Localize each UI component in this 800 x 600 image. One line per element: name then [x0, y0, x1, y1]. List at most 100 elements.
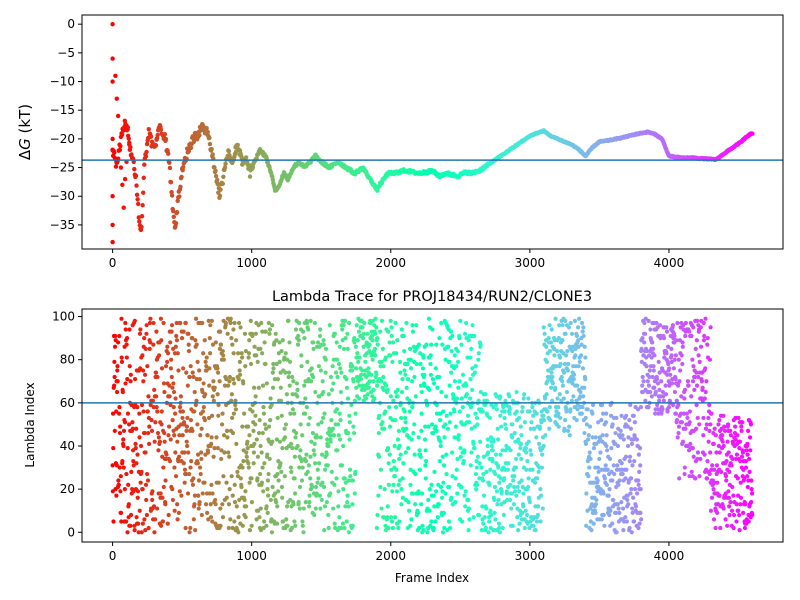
lambda-point — [171, 381, 176, 386]
lambda-point — [115, 364, 120, 369]
lambda-point — [192, 493, 198, 498]
lambda-point — [663, 383, 668, 388]
lambda-point — [268, 497, 273, 503]
lambda-point — [669, 359, 674, 364]
lambda-point — [340, 327, 345, 332]
delta-g-point — [126, 136, 131, 141]
lambda-point — [218, 523, 223, 528]
lambda-point — [493, 517, 498, 522]
lambda-point — [747, 435, 753, 440]
lambda-point — [401, 333, 406, 339]
lambda-point — [394, 467, 399, 472]
lambda-point — [381, 364, 386, 369]
lambda-point — [173, 411, 178, 416]
lambda-point — [404, 385, 409, 390]
lambda-point — [513, 465, 518, 470]
lambda-point — [607, 456, 613, 462]
lambda-point — [527, 409, 532, 414]
lambda-point — [165, 521, 170, 526]
lambda-point — [629, 441, 635, 446]
lambda-point — [464, 383, 469, 388]
lambda-point — [574, 398, 579, 403]
lambda-point — [597, 456, 602, 462]
lambda-point — [674, 338, 679, 343]
lambda-point — [427, 387, 432, 393]
lambda-point — [128, 379, 133, 384]
lambda-point — [385, 515, 390, 520]
lambda-point — [386, 525, 391, 531]
lambda-point — [311, 374, 316, 380]
lambda-point — [150, 489, 155, 494]
lambda-point — [455, 348, 460, 354]
lambda-point — [494, 394, 499, 399]
lambda-point — [733, 437, 738, 442]
lambda-point — [238, 372, 243, 377]
lambda-point — [749, 499, 754, 505]
lambda-point — [474, 415, 480, 421]
lambda-point — [353, 411, 358, 416]
lambda-point — [143, 482, 149, 487]
lambda-point — [694, 370, 699, 375]
delta-g-point — [112, 150, 117, 155]
lambda-point — [357, 396, 362, 401]
lambda-point — [544, 392, 549, 397]
lambda-point — [400, 377, 405, 382]
lambda-point — [167, 458, 173, 464]
lambda-point — [725, 523, 730, 528]
lambda-point — [156, 448, 161, 453]
lambda-point — [332, 521, 337, 526]
lambda-point — [286, 318, 291, 323]
lambda-point — [425, 402, 430, 408]
lambda-point — [575, 407, 580, 412]
lambda-point — [195, 452, 201, 457]
lambda-point — [385, 446, 391, 451]
lambda-point — [695, 450, 701, 455]
lambda-point — [443, 491, 448, 496]
lambda-point — [111, 519, 116, 524]
delta-g-point — [375, 188, 380, 193]
lambda-point — [340, 521, 346, 526]
lambda-point — [138, 480, 143, 485]
lambda-point — [648, 327, 653, 332]
lambda-point — [406, 446, 411, 451]
lambda-point — [114, 463, 119, 468]
lambda-point — [452, 353, 457, 358]
lambda-point — [711, 487, 716, 492]
lambda-point — [346, 504, 351, 509]
lambda-point — [537, 426, 543, 431]
lambda-point — [142, 430, 147, 436]
lambda-point — [495, 426, 500, 431]
lambda-point — [691, 364, 696, 369]
lambda-point — [319, 497, 324, 503]
lambda-point — [682, 465, 687, 470]
lambda-point — [134, 515, 139, 520]
lambda-point — [147, 424, 152, 429]
lambda-point — [132, 377, 138, 382]
lambda-point — [468, 396, 473, 401]
lambda-point — [217, 346, 222, 352]
lambda-point — [578, 394, 583, 399]
lambda-point — [121, 437, 126, 442]
lambda-point — [302, 411, 308, 416]
lambda-point — [702, 396, 707, 401]
lambda-point — [573, 364, 578, 369]
lambda-point — [360, 368, 365, 373]
lambda-point — [118, 474, 123, 479]
lambda-point — [323, 370, 328, 375]
lambda-point — [258, 346, 263, 352]
lambda-point — [479, 528, 484, 533]
lambda-point — [218, 506, 223, 511]
lambda-point — [339, 370, 344, 375]
lambda-point — [164, 452, 169, 457]
lambda-point — [447, 359, 452, 364]
lambda-point — [306, 463, 311, 468]
lambda-point — [175, 517, 180, 522]
lambda-point — [686, 383, 691, 388]
lambda-point — [186, 348, 192, 354]
lambda-point — [119, 355, 124, 360]
lambda-point — [607, 512, 612, 518]
lambda-point — [724, 478, 729, 483]
lambda-point — [183, 471, 189, 477]
lambda-point — [153, 517, 158, 522]
